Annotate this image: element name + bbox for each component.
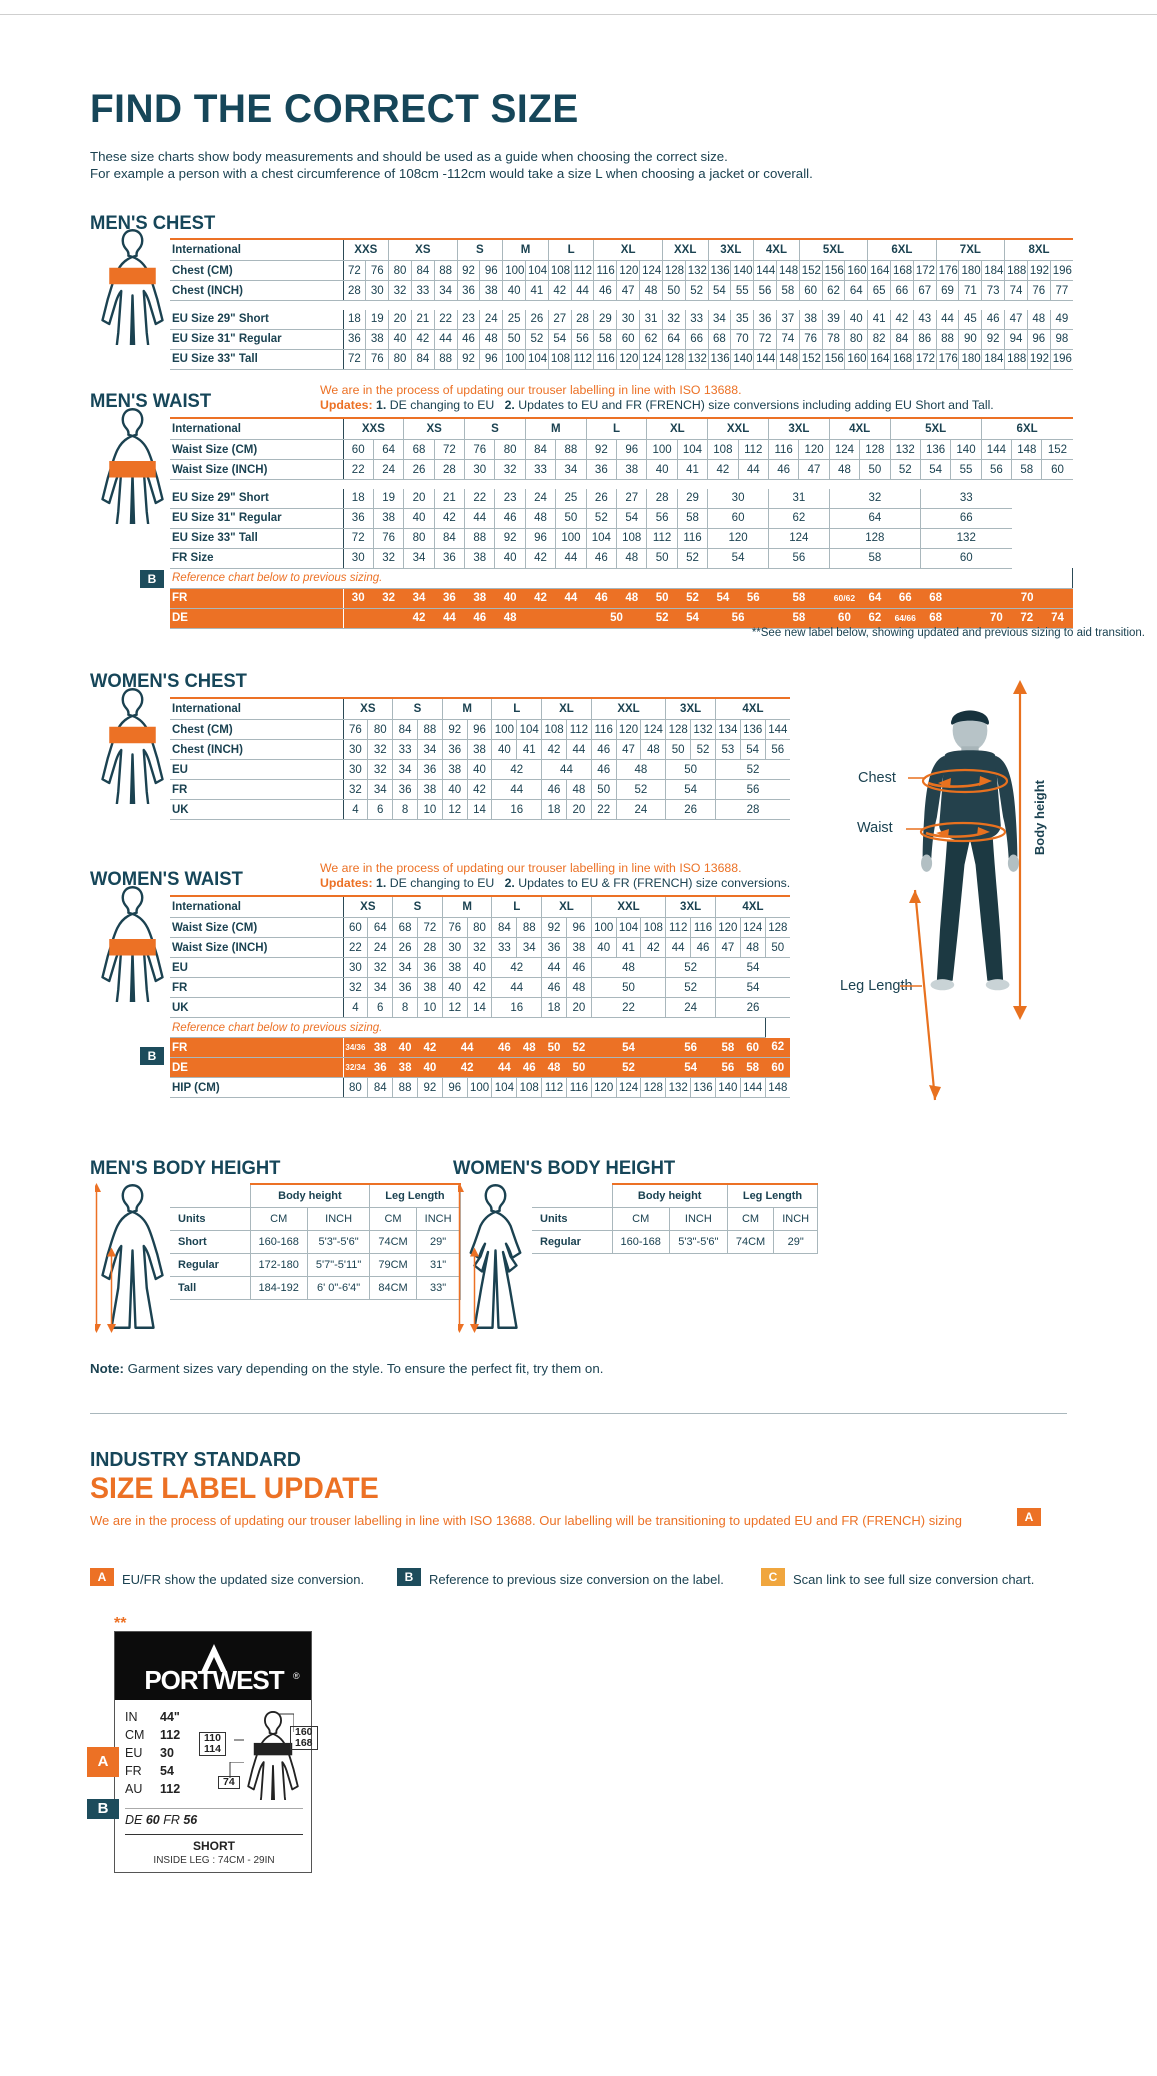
svg-text:®: ® (293, 1671, 300, 1681)
svg-text:PORTWEST: PORTWEST (144, 1665, 284, 1695)
